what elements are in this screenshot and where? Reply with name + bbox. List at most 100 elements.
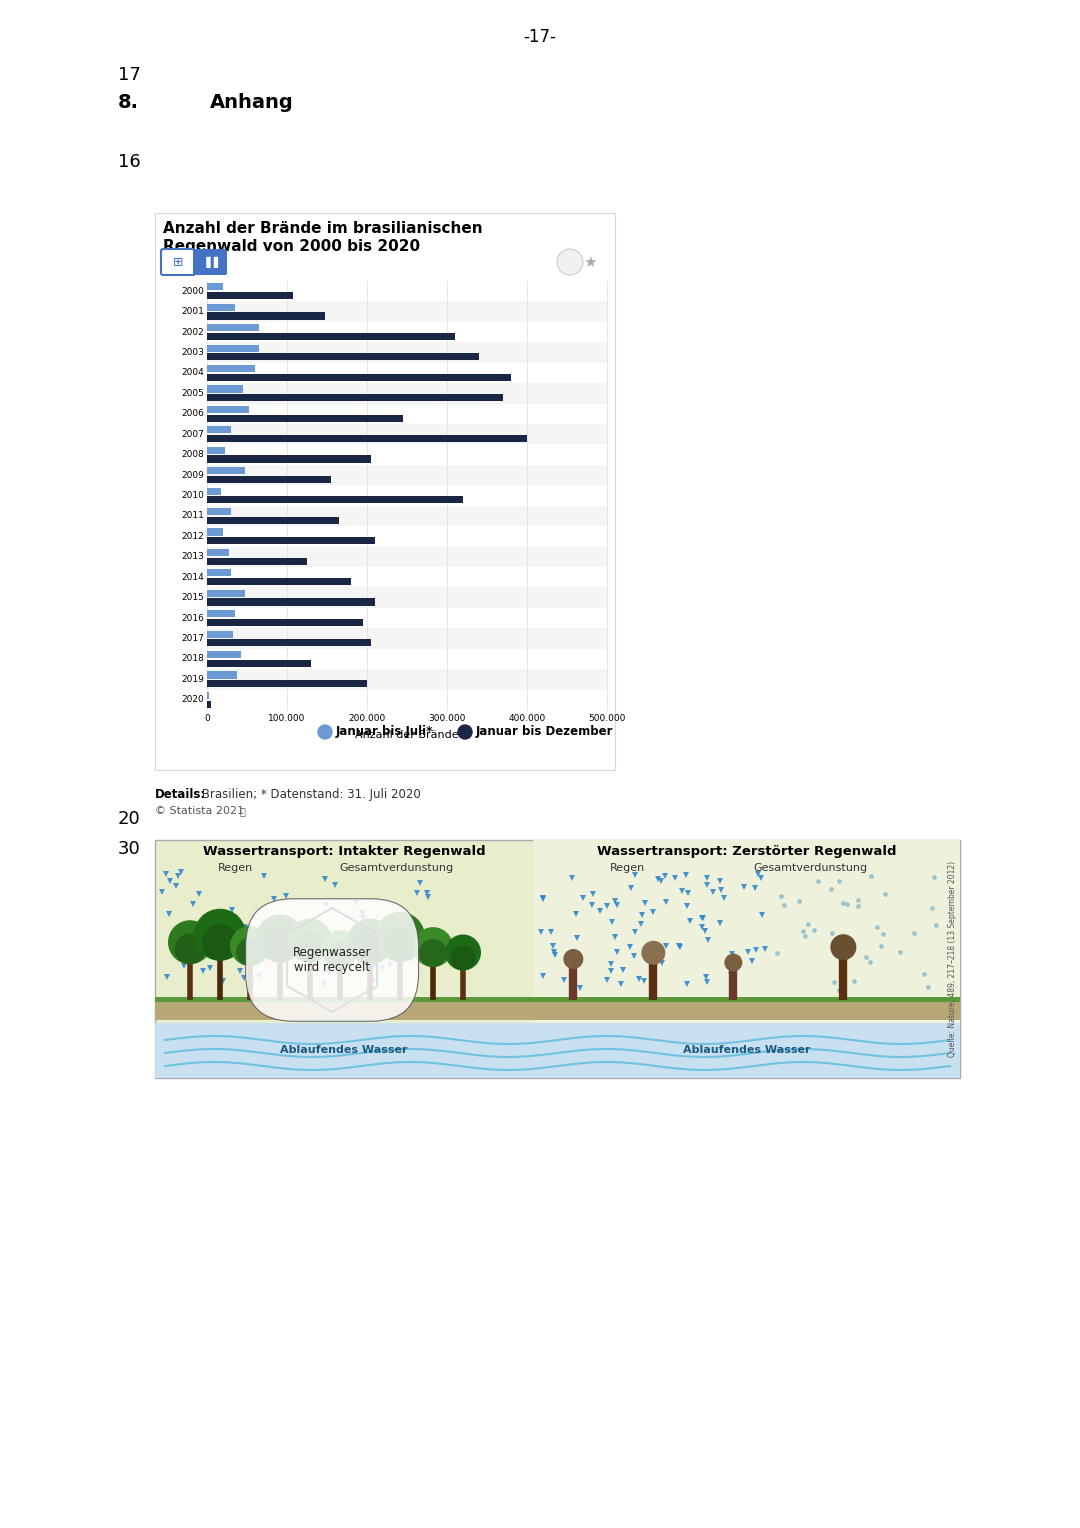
- Circle shape: [419, 940, 447, 967]
- Text: 20: 20: [118, 810, 140, 828]
- Text: ★: ★: [583, 255, 597, 269]
- Bar: [207, 507, 231, 515]
- Bar: [207, 292, 294, 299]
- Circle shape: [230, 926, 270, 966]
- Bar: [207, 692, 210, 698]
- Text: Brasilien; * Datenstand: 31. Juli 2020: Brasilien; * Datenstand: 31. Juli 2020: [198, 788, 421, 801]
- Bar: [156, 840, 960, 1077]
- Text: 2004: 2004: [181, 368, 204, 377]
- Text: Regen: Regen: [609, 863, 645, 872]
- Bar: [207, 446, 225, 454]
- Circle shape: [175, 934, 205, 964]
- Bar: [207, 353, 480, 361]
- Text: 100.000: 100.000: [268, 714, 306, 723]
- Bar: [207, 570, 231, 576]
- Bar: [207, 414, 403, 422]
- Circle shape: [256, 914, 303, 963]
- Bar: [207, 301, 607, 322]
- Text: © Statista 2021: © Statista 2021: [156, 805, 244, 816]
- Text: 2019: 2019: [181, 675, 204, 685]
- Text: Regenwald von 2000 bis 2020: Regenwald von 2000 bis 2020: [163, 238, 420, 254]
- Circle shape: [326, 941, 353, 969]
- Text: Anzahl der Brände: Anzahl der Brände: [355, 730, 459, 740]
- Text: -17-: -17-: [524, 28, 556, 46]
- Bar: [207, 374, 511, 380]
- Bar: [207, 455, 372, 463]
- Bar: [207, 587, 607, 608]
- Text: Regenwasser
wird recycelt: Regenwasser wird recycelt: [293, 946, 372, 973]
- Bar: [207, 475, 330, 483]
- Text: 2014: 2014: [181, 573, 204, 582]
- Circle shape: [318, 724, 332, 740]
- Bar: [207, 619, 363, 626]
- Text: 2003: 2003: [181, 348, 204, 358]
- Text: 16: 16: [118, 153, 140, 171]
- Circle shape: [202, 924, 239, 961]
- Bar: [207, 529, 222, 535]
- Bar: [207, 549, 229, 556]
- Bar: [156, 998, 960, 1021]
- Text: 2016: 2016: [181, 614, 204, 622]
- Bar: [534, 840, 960, 1077]
- Text: 0: 0: [204, 714, 210, 723]
- Bar: [207, 344, 259, 351]
- Circle shape: [347, 918, 393, 964]
- Text: 8.: 8.: [118, 93, 139, 112]
- Circle shape: [264, 929, 297, 963]
- Bar: [207, 599, 375, 605]
- Text: 2010: 2010: [181, 490, 204, 500]
- Circle shape: [288, 918, 332, 963]
- Circle shape: [168, 920, 212, 964]
- Bar: [207, 506, 607, 526]
- Bar: [207, 680, 367, 688]
- Bar: [207, 578, 351, 585]
- Bar: [207, 590, 245, 597]
- Bar: [207, 497, 463, 503]
- Text: Wassertransport: Zerstörter Regenwald: Wassertransport: Zerstörter Regenwald: [597, 845, 896, 859]
- Text: Gesamtverdunstung: Gesamtverdunstung: [339, 863, 454, 872]
- Text: 🏴: 🏴: [240, 805, 246, 816]
- FancyBboxPatch shape: [193, 249, 227, 275]
- Bar: [207, 558, 307, 565]
- Circle shape: [458, 724, 472, 740]
- Circle shape: [375, 912, 426, 963]
- Bar: [207, 468, 244, 474]
- Text: 2009: 2009: [181, 471, 204, 480]
- Bar: [207, 394, 503, 402]
- Bar: [156, 996, 960, 1002]
- Bar: [207, 365, 255, 373]
- Bar: [156, 1024, 960, 1077]
- Circle shape: [642, 941, 665, 964]
- Bar: [207, 283, 222, 290]
- Text: 200.000: 200.000: [349, 714, 386, 723]
- Text: 2012: 2012: [181, 532, 204, 541]
- Text: Gesamtverdunstung: Gesamtverdunstung: [754, 863, 867, 872]
- Bar: [207, 651, 241, 659]
- Text: ⊞: ⊞: [173, 255, 184, 269]
- Text: 2002: 2002: [181, 327, 204, 336]
- Bar: [207, 487, 221, 495]
- Text: 2007: 2007: [181, 429, 204, 439]
- Text: Regen: Regen: [218, 863, 253, 872]
- Bar: [207, 435, 527, 442]
- Text: Wassertransport: Intakter Regenwald: Wassertransport: Intakter Regenwald: [203, 845, 486, 859]
- Bar: [207, 465, 607, 486]
- Text: 2020: 2020: [181, 695, 204, 704]
- Bar: [207, 660, 311, 666]
- FancyBboxPatch shape: [161, 249, 195, 275]
- Bar: [207, 312, 325, 319]
- Text: Anhang: Anhang: [210, 93, 294, 112]
- Bar: [207, 610, 235, 617]
- Bar: [207, 538, 375, 544]
- Circle shape: [321, 931, 359, 969]
- Bar: [207, 384, 607, 403]
- Text: 17: 17: [118, 66, 140, 84]
- Bar: [207, 406, 248, 413]
- Text: 2001: 2001: [181, 307, 204, 316]
- Bar: [207, 333, 455, 341]
- Circle shape: [725, 953, 742, 972]
- Text: 2018: 2018: [181, 654, 204, 663]
- Text: 400.000: 400.000: [509, 714, 545, 723]
- Bar: [207, 342, 607, 362]
- Bar: [207, 547, 607, 567]
